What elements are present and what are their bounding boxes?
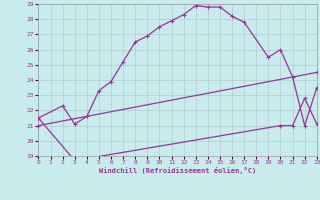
- X-axis label: Windchill (Refroidissement éolien,°C): Windchill (Refroidissement éolien,°C): [99, 167, 256, 174]
